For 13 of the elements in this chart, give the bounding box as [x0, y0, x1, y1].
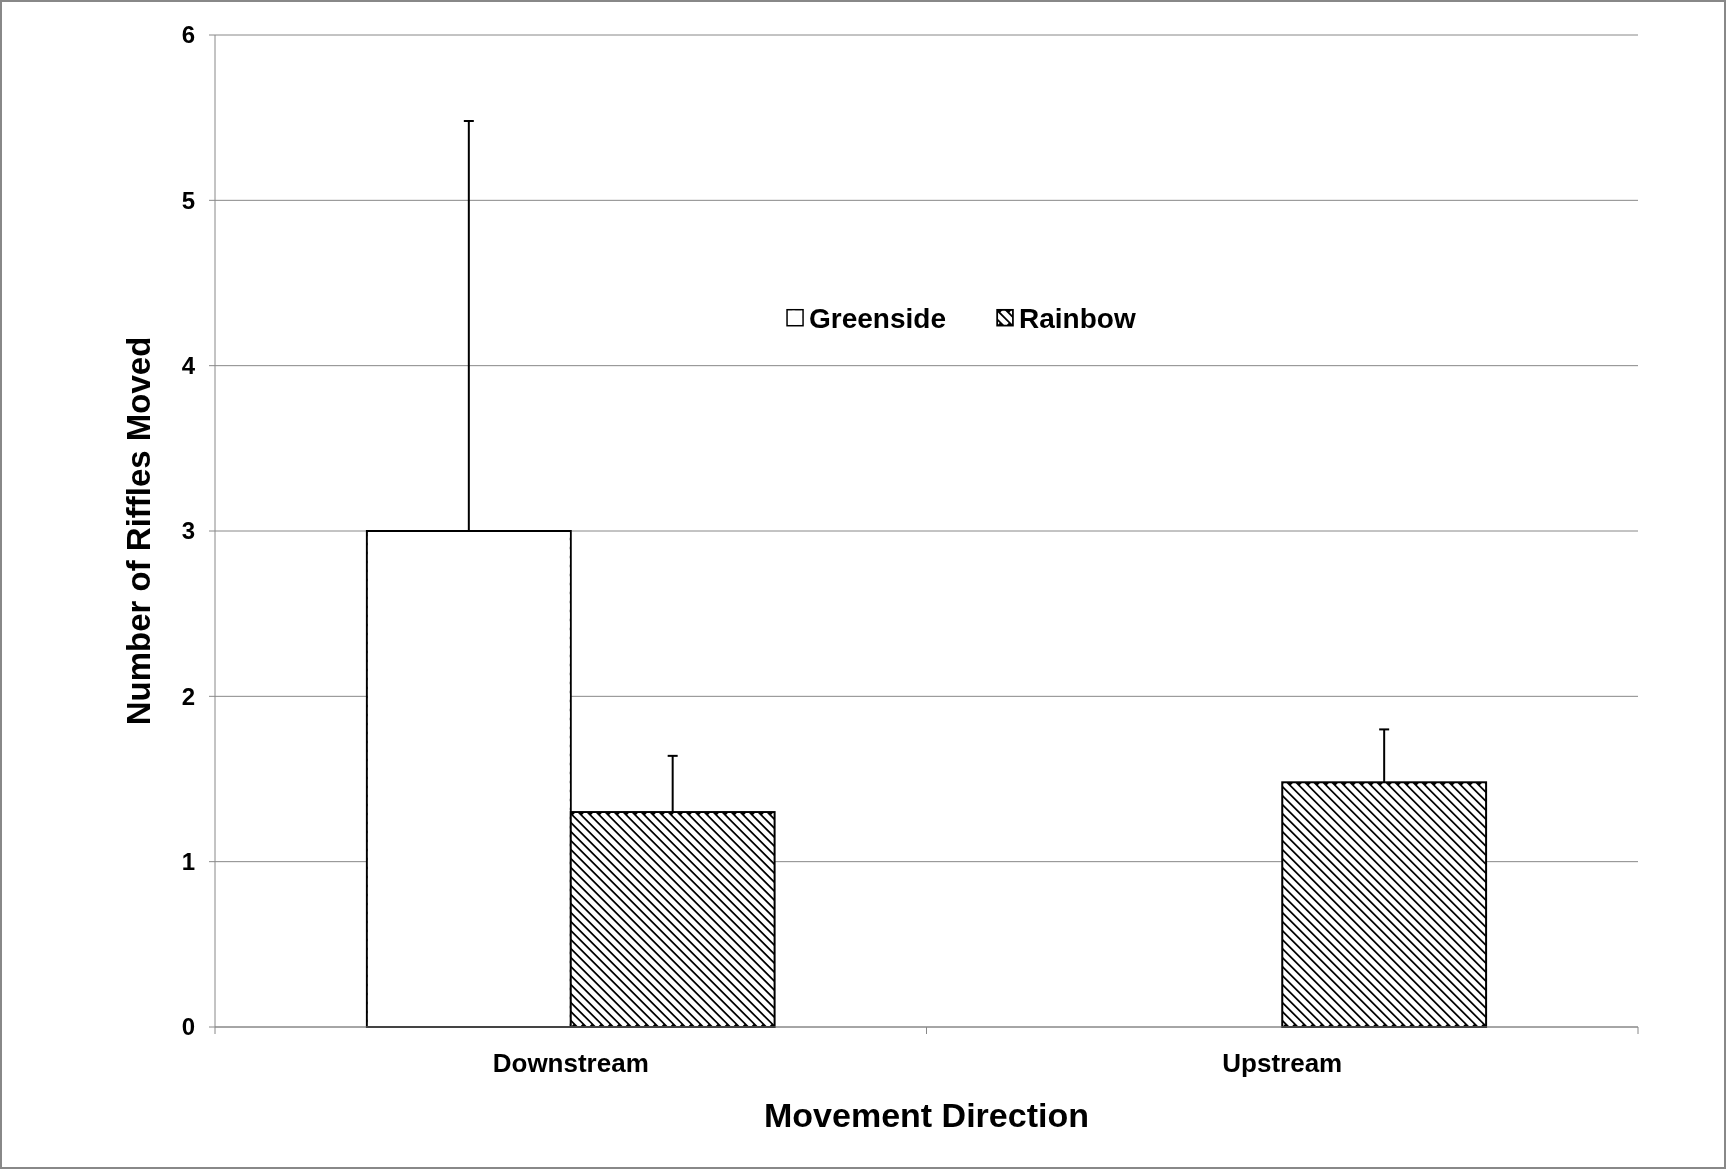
y-axis-title: Number of Riffles Moved [120, 336, 157, 726]
legend-label: Greenside [809, 302, 946, 334]
y-tick-label: 4 [181, 352, 196, 380]
x-tick-label: Upstream [1222, 1048, 1343, 1078]
y-tick-label: 1 [181, 848, 195, 876]
legend-label: Rainbow [1019, 302, 1136, 334]
y-tick-label: 3 [181, 517, 195, 545]
y-tick-label: 0 [181, 1013, 195, 1041]
y-tick-label: 6 [181, 21, 195, 49]
x-axis-title: Movement Direction [764, 1096, 1089, 1134]
x-tick-label: Downstream [492, 1048, 649, 1078]
y-tick-label: 5 [181, 186, 195, 214]
y-tick-label: 2 [181, 682, 195, 710]
